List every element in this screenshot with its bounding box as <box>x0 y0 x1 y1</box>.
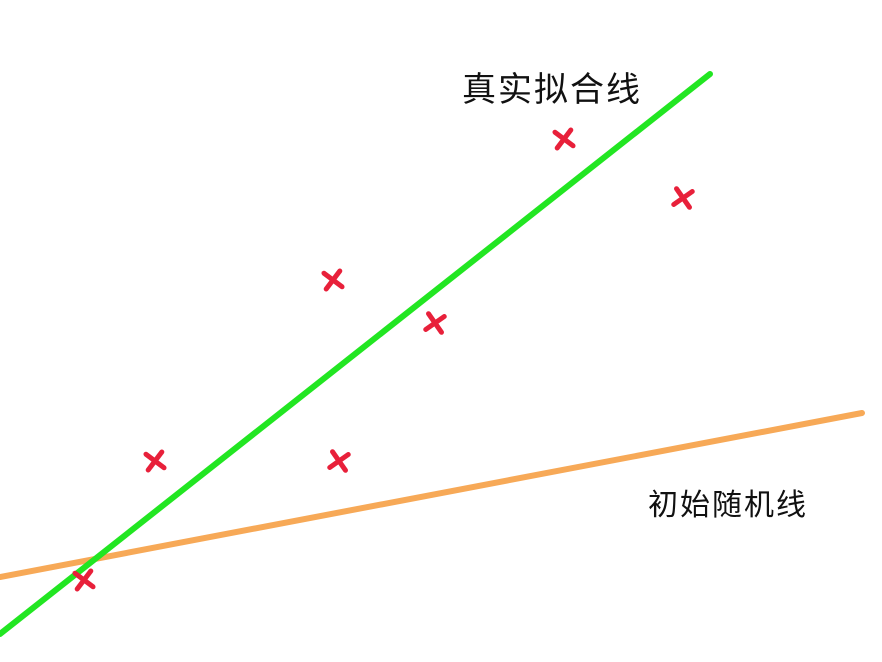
true-line-label: 真实拟合线 <box>462 70 642 110</box>
data-points <box>72 127 695 592</box>
data-point-3 <box>321 268 345 292</box>
data-point-5 <box>143 449 167 473</box>
data-point-1 <box>552 127 576 151</box>
initial-random-line <box>0 410 865 580</box>
true-fit-line <box>0 71 713 637</box>
data-point-6 <box>327 449 351 473</box>
initial-line-label: 初始随机线 <box>648 488 808 523</box>
data-point-4 <box>423 311 447 335</box>
data-point-2 <box>671 186 695 210</box>
data-point-7 <box>72 568 96 592</box>
